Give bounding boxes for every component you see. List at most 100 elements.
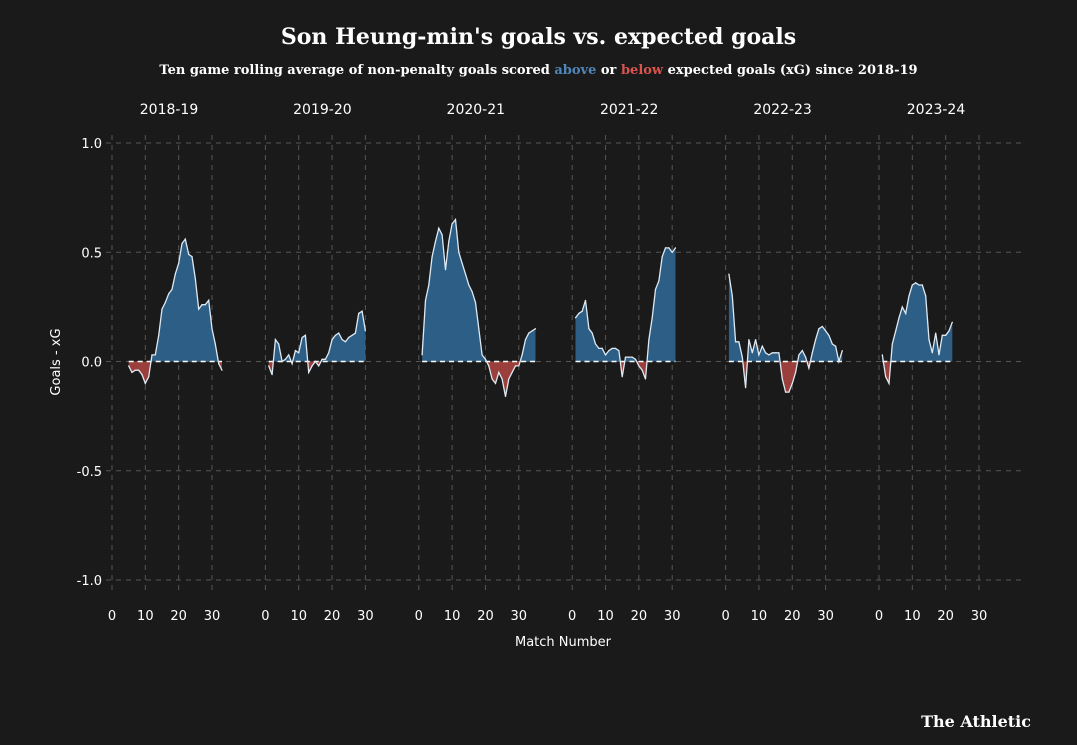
x-tick-label: 10 (290, 609, 307, 624)
x-tick-label: 0 (568, 609, 576, 624)
data-point (211, 328, 213, 330)
data-point (791, 382, 793, 384)
data-point (361, 310, 363, 312)
data-point (748, 339, 750, 341)
data-point (204, 304, 206, 306)
data-point (614, 347, 617, 349)
data-point (641, 369, 643, 371)
data-point (624, 356, 627, 358)
data-point (301, 336, 303, 339)
data-point (481, 354, 483, 356)
data-point (654, 288, 657, 290)
data-point (735, 341, 737, 343)
x-tick-label: 30 (357, 609, 374, 624)
data-point (811, 352, 813, 354)
data-point (291, 363, 293, 365)
data-point (921, 284, 923, 286)
data-point (628, 356, 630, 358)
data-point (208, 299, 210, 301)
x-tick-label: 0 (108, 609, 116, 624)
data-point (888, 382, 890, 384)
data-point (785, 391, 787, 393)
data-point (671, 251, 673, 253)
data-point (751, 352, 753, 354)
data-point (644, 378, 647, 380)
data-point (738, 341, 740, 343)
data-point (915, 282, 917, 284)
data-point (528, 332, 530, 334)
data-point (171, 288, 173, 290)
x-tick-label: 30 (204, 609, 221, 624)
x-tick-label: 20 (784, 609, 801, 624)
data-point (828, 334, 830, 336)
data-point (651, 317, 653, 319)
x-tick-label: 30 (817, 609, 834, 624)
subtitle-above: above (554, 63, 597, 78)
data-point (474, 301, 477, 304)
x-tick-label: 20 (477, 609, 494, 624)
data-point (284, 358, 286, 360)
data-point (451, 223, 453, 225)
data-point (821, 325, 823, 328)
x-tick-label: 10 (137, 609, 154, 624)
chart-subtitle: Ten game rolling average of non-penalty … (0, 63, 1077, 78)
data-point (941, 334, 943, 336)
area-below (728, 361, 843, 393)
data-point (835, 345, 837, 347)
data-point (201, 304, 203, 306)
data-point (761, 345, 763, 347)
data-point (661, 256, 663, 258)
data-point (768, 354, 770, 356)
data-point (428, 284, 430, 286)
data-point (808, 367, 810, 369)
data-point (494, 382, 497, 384)
data-point (138, 369, 140, 371)
panel-title: 2018-19 (140, 102, 199, 118)
data-point (521, 354, 523, 356)
data-point (334, 334, 336, 336)
data-point (341, 339, 343, 341)
data-point (781, 378, 783, 380)
data-point (741, 356, 743, 358)
data-point (638, 365, 640, 367)
data-point (501, 378, 503, 380)
data-point (271, 374, 273, 376)
panel-2022-23: 2022-23 0 10 20 30 (721, 102, 843, 624)
data-point (304, 334, 306, 336)
data-point (478, 328, 480, 330)
data-point (484, 358, 487, 360)
data-point (348, 336, 350, 339)
data-point (468, 284, 470, 286)
data-point (434, 240, 437, 242)
data-point (905, 312, 907, 314)
chart-title: Son Heung-min's goals vs. expected goals (280, 24, 797, 50)
data-point (594, 343, 597, 345)
area-above (268, 311, 366, 362)
x-axis-label: Match Number (515, 635, 612, 650)
panel-title: 2021-22 (600, 102, 659, 118)
data-point (841, 350, 843, 352)
data-point (588, 328, 590, 330)
data-point (131, 371, 133, 373)
y-axis-label: Goals - xG (49, 328, 64, 395)
data-point (308, 371, 310, 373)
data-point (504, 395, 507, 398)
data-point (168, 293, 170, 295)
data-point (664, 247, 667, 249)
x-tick-label: 20 (324, 609, 341, 624)
x-tick-label: 10 (904, 609, 921, 624)
data-point (728, 273, 730, 275)
panel-2020-21: 2020-21 0 10 20 30 (415, 102, 537, 624)
data-point (164, 301, 166, 304)
data-point (344, 341, 346, 343)
x-tick-label: 10 (751, 609, 768, 624)
data-point (454, 218, 457, 221)
x-tick-label: 20 (937, 609, 954, 624)
x-tick-label: 0 (261, 609, 269, 624)
x-tick-label: 0 (875, 609, 883, 624)
data-point (184, 238, 186, 240)
data-point (318, 365, 320, 367)
data-point (278, 343, 280, 345)
data-point (274, 339, 276, 341)
